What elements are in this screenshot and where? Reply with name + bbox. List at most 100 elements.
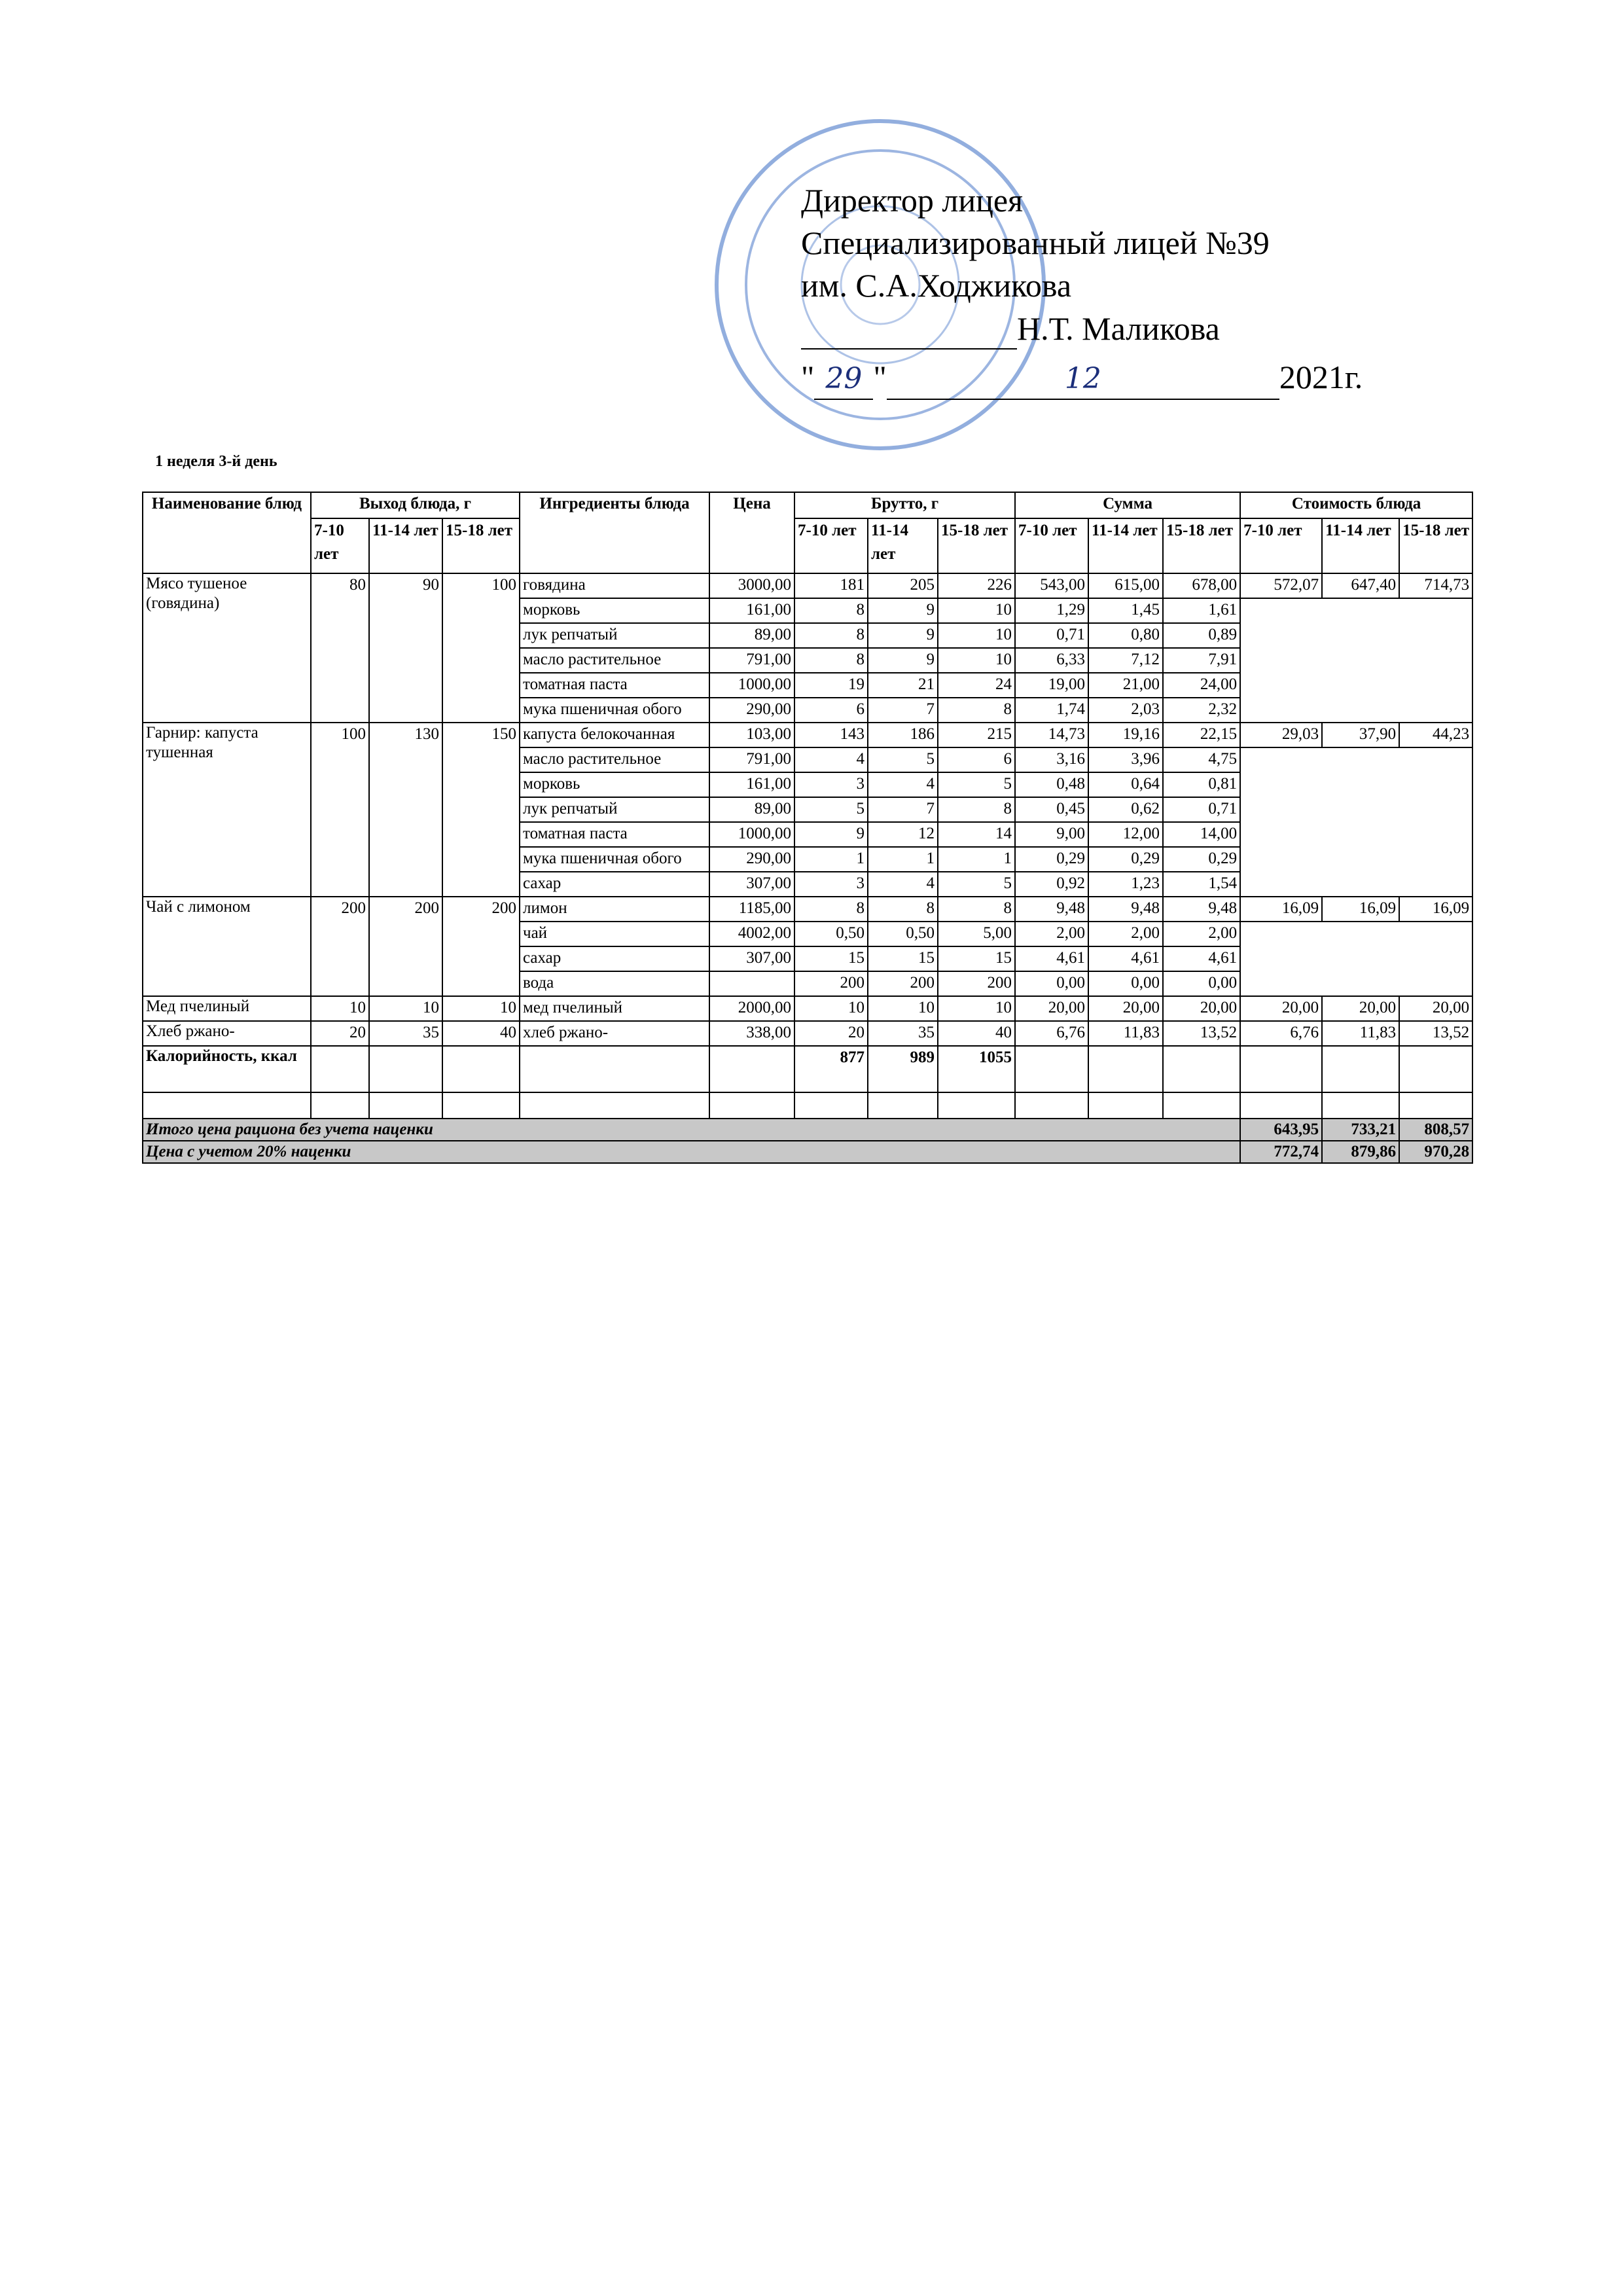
dish-cost: 16,09 [1321, 896, 1400, 922]
ingredient-price: 307,00 [709, 871, 796, 897]
ingredient-sum: 0,00 [1088, 971, 1164, 997]
table-row: мука пшеничная обого 290,00 6 7 8 1,74 2,03 2,3… [143, 697, 1472, 723]
ingredient-sum: 0,62 [1088, 797, 1164, 823]
ingredient-brutto: 15 [867, 946, 939, 972]
empty-cell [519, 1045, 711, 1093]
ingredient-sum: 7,12 [1088, 647, 1164, 673]
ingredient-brutto: 35 [867, 1020, 939, 1047]
empty-cell [519, 1092, 711, 1119]
ingredient-sum: 19,00 [1014, 672, 1090, 698]
ingredient-name: говядина [519, 573, 711, 599]
ingredient-price: 89,00 [709, 797, 796, 823]
dish-yield: 35 [368, 1020, 443, 1047]
ingredient-brutto: 205 [867, 573, 939, 599]
dish-yield: 90 [368, 573, 443, 723]
ingredient-price: 307,00 [709, 946, 796, 972]
table-row: морковь 161,00 8 9 10 1,29 1,45 1,61 [143, 598, 1474, 723]
empty-cell [1088, 1092, 1164, 1119]
header-yield: Выход блюда, г [310, 492, 521, 519]
header-age-group: 7-10 лет [310, 518, 370, 574]
ingredient-sum: 11,83 [1088, 1020, 1164, 1047]
ingredient-brutto: 200 [794, 971, 869, 997]
ingredient-price: 2000,00 [709, 996, 796, 1022]
ingredient-brutto: 6 [794, 697, 869, 723]
table-row: лук репчатый 89,00 5 7 8 0,45 0,62 0,71 [143, 797, 1472, 823]
ingredient-brutto: 10 [867, 996, 939, 1022]
header-age-group: 15-18 лет [1162, 518, 1241, 574]
ingredient-brutto: 226 [937, 573, 1016, 599]
ingredient-brutto: 19 [794, 672, 869, 698]
ingredient-sum: 12,00 [1088, 821, 1164, 848]
dish-yield: 80 [310, 573, 370, 723]
signatory: Н.Т. Маликова [1017, 310, 1220, 347]
header-age-group: 15-18 лет [1399, 518, 1474, 574]
ingredient-brutto: 9 [867, 622, 939, 649]
ingredient-brutto: 215 [937, 722, 1016, 748]
ingredient-name: лимон [519, 896, 711, 922]
table-row: Калорийность, ккал 877 989 1055 [142, 1045, 1474, 1093]
ingredient-brutto: 7 [867, 697, 939, 723]
table-row: сахар 307,00 3 4 5 0,92 1,23 1,54 [143, 871, 1472, 897]
total-value: 643,95 [1240, 1118, 1323, 1141]
dish-cost: 6,76 [1240, 1020, 1323, 1047]
table-row: лук репчатый 89,00 8 9 10 0,71 0,80 0,89 [143, 622, 1472, 649]
ingredient-name: томатная паста [519, 821, 711, 848]
empty-cell [1162, 1092, 1241, 1119]
empty-cell [310, 1045, 370, 1093]
ingredient-sum: 4,61 [1088, 946, 1164, 972]
ingredient-name: морковь [519, 598, 711, 624]
empty-cell [709, 1092, 796, 1119]
calories-value: 877 [794, 1045, 869, 1093]
ingredient-sum: 543,00 [1014, 573, 1090, 599]
ingredient-sum: 14,00 [1162, 821, 1241, 848]
ingredient-sum: 3,16 [1014, 747, 1090, 773]
dish-yield: 200 [441, 896, 521, 997]
ingredient-brutto: 12 [867, 821, 939, 848]
ingredient-price: 89,00 [709, 622, 796, 649]
dish-name: Хлеб ржано- [142, 1020, 312, 1047]
table-row: Чай с лимоном 200 200 200 лимон 1185,00 8 8 8 9,4… [142, 896, 1474, 997]
empty-cell [310, 1092, 370, 1119]
ingredient-sum: 0,45 [1014, 797, 1090, 823]
empty-cell [1162, 1045, 1241, 1093]
dish-cost: 647,40 [1321, 573, 1400, 599]
empty-cell [1014, 1045, 1090, 1093]
header-price: Цена [709, 492, 796, 574]
table-row: морковь 161,00 3 4 5 0,48 0,64 0,81 [143, 772, 1472, 798]
ingredient-price: 161,00 [709, 772, 796, 798]
ingredient-brutto: 5 [937, 772, 1016, 798]
table-row: масло растительное 791,00 8 9 10 6,33 7,12 7,91 [143, 647, 1472, 673]
ingredient-brutto: 181 [794, 573, 869, 599]
ingredient-sum: 13,52 [1162, 1020, 1241, 1047]
ingredient-brutto: 7 [867, 797, 939, 823]
empty-cell [1240, 747, 1474, 897]
dish-cost: 16,09 [1240, 896, 1323, 922]
ingredient-price: 290,00 [709, 697, 796, 723]
ingredient-brutto: 3 [794, 871, 869, 897]
ingredient-brutto: 9 [867, 598, 939, 624]
ingredient-price: 1000,00 [709, 672, 796, 698]
table-row: томатная паста 1000,00 9 12 14 9,00 12,00 14,00 [143, 821, 1472, 848]
ingredient-name: мука пшеничная обого [519, 697, 711, 723]
ingredient-sum: 24,00 [1162, 672, 1241, 698]
dish-name: Гарнир: капуста тушенная [142, 722, 312, 897]
ingredient-brutto: 143 [794, 722, 869, 748]
table-row: Наименование блюд Выход блюда, г Ингредиен… [142, 492, 1474, 574]
ingredient-sum: 0,89 [1162, 622, 1241, 649]
ingredient-brutto: 8 [937, 896, 1016, 922]
ingredient-sum: 0,80 [1088, 622, 1164, 649]
ingredient-sum: 615,00 [1088, 573, 1164, 599]
ingredient-brutto: 8 [794, 896, 869, 922]
ingredient-sum: 1,29 [1014, 598, 1090, 624]
header-brutto: Брутто, г [794, 492, 1016, 519]
table-row: 7-10 лет 11-14 лет 15-18 лет 7-10 лет 11-14 … [143, 518, 1474, 574]
empty-cell [142, 1092, 312, 1119]
ingredient-price: 1185,00 [709, 896, 796, 922]
dish-cost: 11,83 [1321, 1020, 1400, 1047]
table-row: Мясо тушеное (говядина) 80 90 100 говядина 30… [142, 573, 1474, 723]
ingredient-sum: 0,48 [1014, 772, 1090, 798]
ingredient-sum: 2,00 [1088, 921, 1164, 947]
ingredient-sum: 20,00 [1088, 996, 1164, 1022]
empty-cell [441, 1092, 521, 1119]
